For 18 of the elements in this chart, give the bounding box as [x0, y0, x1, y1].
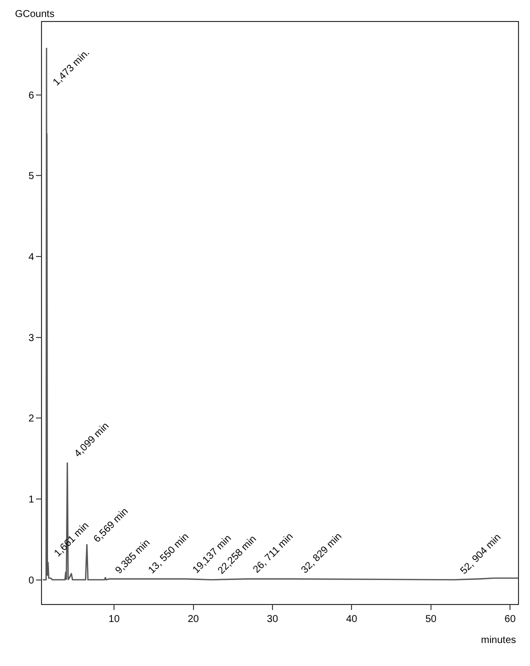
x-tick-label: 40: [346, 614, 358, 625]
y-tick-label: 5: [28, 171, 34, 182]
y-axis-title: GCounts: [15, 9, 54, 20]
y-tick-label: 3: [28, 332, 34, 344]
line-series: [42, 47, 518, 580]
x-tick-label: 60: [504, 614, 516, 625]
annotation: 32, 829 min: [299, 531, 344, 576]
y-tick-label: 1: [28, 494, 34, 506]
y-tick-label: 2: [28, 414, 34, 425]
x-tick-label: 20: [188, 614, 200, 625]
y-tick-label: 0: [28, 575, 34, 586]
y-tick-label: 6: [28, 90, 34, 102]
x-axis-title: minutes: [481, 635, 516, 646]
x-tick-label: 30: [266, 614, 278, 625]
y-tick-label: 4: [28, 252, 34, 263]
x-tick-label: 10: [108, 614, 120, 625]
annotation: 52, 904 min: [458, 532, 504, 577]
x-tick-label: 50: [425, 614, 437, 625]
